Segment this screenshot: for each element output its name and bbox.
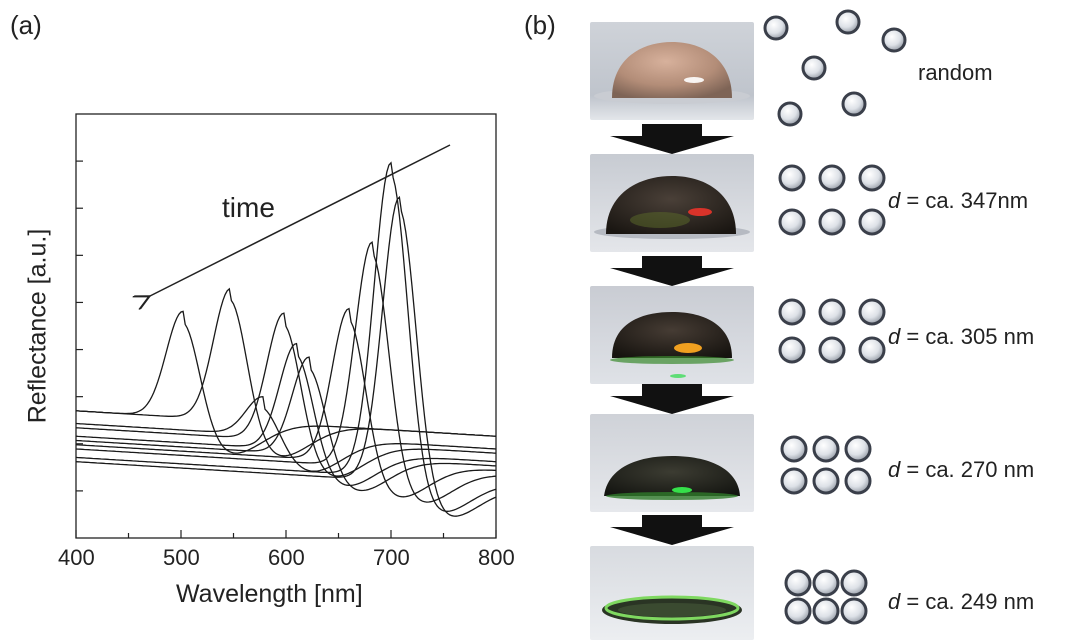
spacing-label-305: d = ca. 305 nm <box>888 324 1034 350</box>
particle-circle-row-3 <box>778 336 806 364</box>
particle-circle-row-2 <box>778 164 806 192</box>
particle-circle-row-4 <box>844 435 872 463</box>
droplet-photo-4 <box>590 414 754 512</box>
particle-circle-row-4 <box>812 467 840 495</box>
panel-b-label: (b) <box>524 10 556 40</box>
particle-circle-row-1 <box>841 91 867 117</box>
arrow-down-icon <box>610 515 734 545</box>
spacing-value: = ca. 270 nm <box>900 457 1035 482</box>
particle-circle-row-2 <box>778 208 806 236</box>
particle-circle-row-4 <box>780 467 808 495</box>
reflectance-series-6 <box>75 356 497 492</box>
x-tick-label: 400 <box>58 545 95 570</box>
particle-circle-row-1 <box>835 9 861 35</box>
particle-circle-row-1 <box>763 15 789 41</box>
d-symbol: d <box>888 457 901 482</box>
series-group <box>75 161 497 517</box>
x-tick-label: 500 <box>163 545 200 570</box>
reflectance-series-9 <box>75 161 497 512</box>
reflectance-series-10 <box>75 195 497 517</box>
spacing-value: = ca. 347nm <box>900 188 1029 213</box>
particle-circle-row-3 <box>778 298 806 326</box>
x-tick-label: 600 <box>268 545 305 570</box>
reflectance-series-3 <box>75 395 497 472</box>
particle-circle-row-3 <box>858 336 886 364</box>
panel-a-label: (a) <box>10 10 42 40</box>
particle-circle-row-5 <box>784 569 812 597</box>
particle-circle-row-5 <box>784 597 812 625</box>
d-symbol: d <box>888 324 901 349</box>
spacing-value: = ca. 305 nm <box>900 324 1035 349</box>
time-arrow <box>148 144 451 297</box>
time-annotation: time <box>222 192 275 223</box>
tick-group <box>75 160 497 538</box>
spacing-label-249: d = ca. 249 nm <box>888 589 1034 615</box>
particle-circle-row-5 <box>840 597 868 625</box>
droplet-photo-5 <box>590 546 754 640</box>
spacing-label-347: d = ca. 347nm <box>888 188 1028 214</box>
particle-circle-row-1 <box>881 27 907 53</box>
particle-circle-row-3 <box>858 298 886 326</box>
particle-circle-row-2 <box>818 208 846 236</box>
d-symbol: d <box>888 188 901 213</box>
x-tick-label: 700 <box>373 545 410 570</box>
particle-circle-row-2 <box>858 208 886 236</box>
reflectance-series-5 <box>75 342 497 487</box>
droplet-photo-1 <box>590 22 754 120</box>
arrow-down-icon <box>610 124 734 154</box>
reflectance-series-4 <box>75 312 497 477</box>
arrow-down-icon <box>610 256 734 286</box>
particle-circle-row-3 <box>818 336 846 364</box>
x-tick-label: 800 <box>478 545 515 570</box>
x-axis-label: Wavelength [nm] <box>176 580 363 608</box>
particle-circle-row-1 <box>801 55 827 81</box>
particle-circle-row-5 <box>840 569 868 597</box>
spacing-label-270: d = ca. 270 nm <box>888 457 1034 483</box>
particle-circle-row-5 <box>812 569 840 597</box>
reflectance-series-7 <box>75 307 497 498</box>
particle-diagrams <box>763 9 907 625</box>
arrangement-label-random: random <box>918 60 993 85</box>
droplet-photo-3 <box>590 286 754 384</box>
spacing-value: = ca. 249 nm <box>900 589 1035 614</box>
particle-circle-row-2 <box>818 164 846 192</box>
particle-circle-row-3 <box>818 298 846 326</box>
particle-circle-row-4 <box>780 435 808 463</box>
arrow-down-icon <box>610 384 734 414</box>
particle-circle-row-2 <box>858 164 886 192</box>
particle-circle-row-5 <box>812 597 840 625</box>
d-symbol: d <box>888 589 901 614</box>
reflectance-series-8 <box>75 241 497 503</box>
droplet-photo-2 <box>590 154 754 252</box>
particle-circle-row-4 <box>812 435 840 463</box>
particle-circle-row-1 <box>777 101 803 127</box>
y-axis-label: Reflectance [a.u.] <box>23 228 52 424</box>
particle-circle-row-4 <box>844 467 872 495</box>
